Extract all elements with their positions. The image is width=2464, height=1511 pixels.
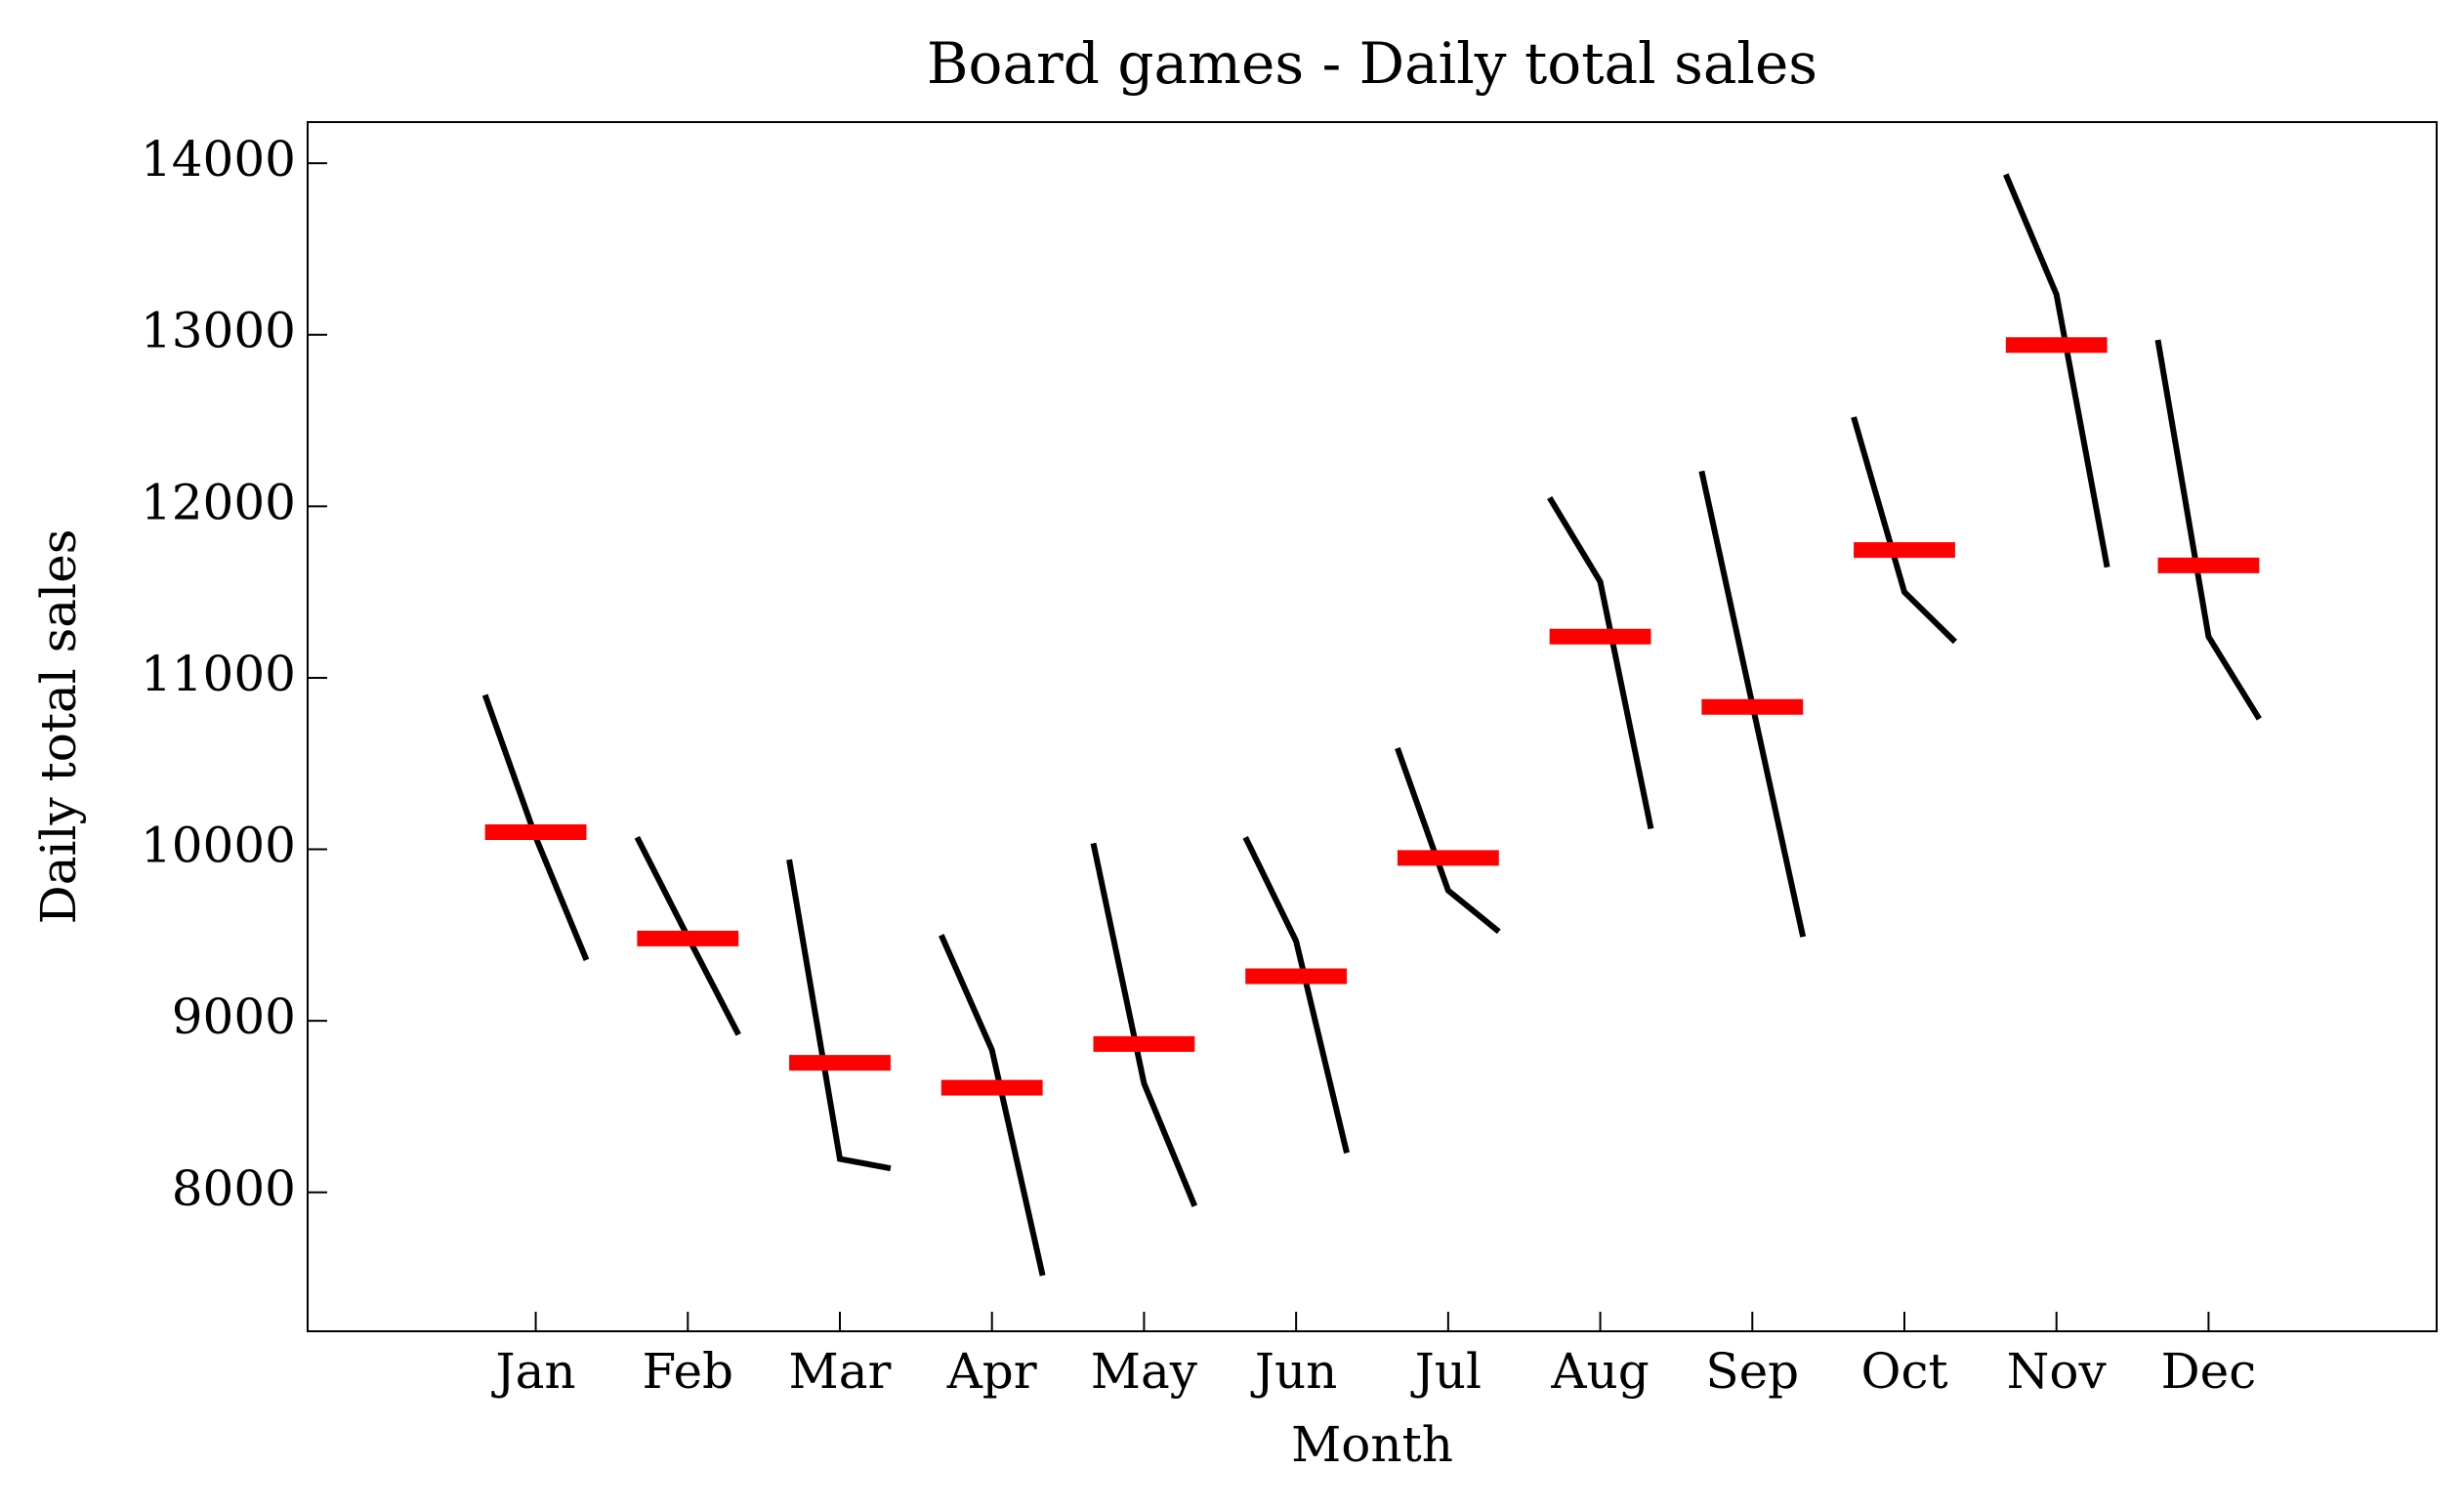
y-tick-label: 14000 — [141, 131, 296, 188]
y-tick-label: 12000 — [141, 474, 296, 530]
x-tick-label: Jul — [1410, 1343, 1482, 1400]
x-tick-label: Mar — [789, 1343, 892, 1400]
y-axis-label: Daily total sales — [30, 529, 87, 925]
month-line — [786, 859, 892, 1172]
month-line — [939, 934, 1046, 1277]
plot-frame — [307, 121, 2438, 1332]
x-axis-label: Month — [1291, 1416, 1453, 1473]
month-line — [2003, 173, 2110, 568]
x-tick-label: Jun — [1250, 1343, 1337, 1400]
month-line — [2154, 339, 2262, 721]
chart-title: Board games - Daily total sales — [927, 30, 1817, 97]
month-line — [1395, 746, 1501, 935]
x-tick-label: Nov — [2007, 1343, 2108, 1400]
month-line — [1851, 416, 1958, 645]
y-tick-label: 8000 — [172, 1160, 296, 1217]
month-line — [1547, 496, 1654, 830]
x-tick-label: Apr — [946, 1343, 1037, 1400]
x-tick-label: May — [1091, 1343, 1198, 1400]
x-tick-label: Sep — [1705, 1343, 1799, 1400]
y-tick-label: 10000 — [141, 818, 296, 874]
y-tick-label: 9000 — [172, 988, 296, 1045]
month-line — [1242, 835, 1350, 1154]
x-tick-label: Jan — [491, 1343, 576, 1400]
y-tick-label: 11000 — [141, 646, 296, 702]
y-tick-label: 13000 — [141, 303, 296, 359]
x-tick-label: Feb — [643, 1343, 734, 1400]
x-tick-label: Oct — [1860, 1343, 1947, 1400]
x-tick-label: Aug — [1550, 1343, 1649, 1400]
x-tick-label: Dec — [2161, 1343, 2257, 1400]
month-line — [1090, 842, 1198, 1207]
